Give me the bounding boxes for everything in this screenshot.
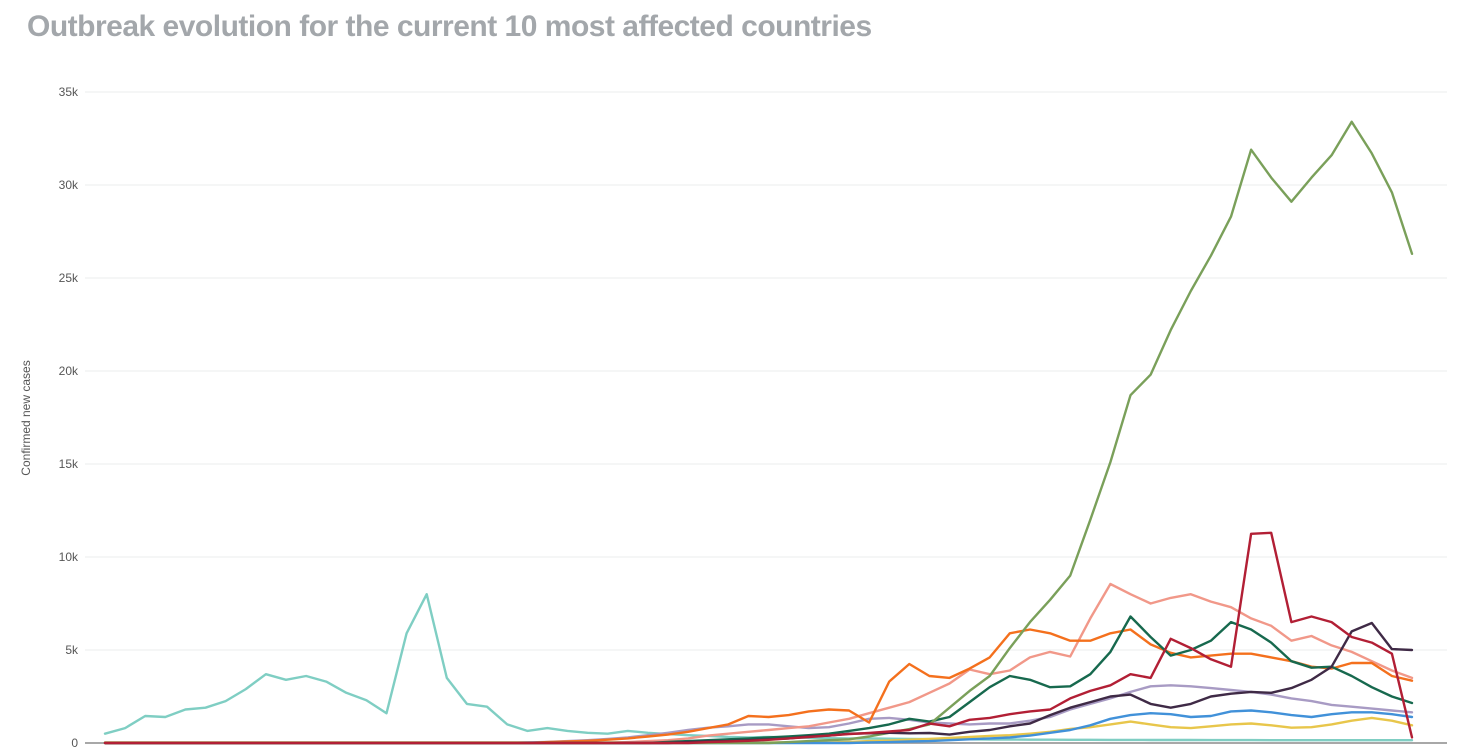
y-tick-label: 0	[71, 736, 78, 750]
y-tick-label: 5k	[65, 643, 79, 657]
plot-area[interactable]	[85, 92, 1447, 743]
page-title: Outbreak evolution for the current 10 mo…	[27, 10, 872, 43]
y-tick-label: 35k	[59, 85, 79, 99]
y-tick-label: 25k	[59, 271, 79, 285]
y-tick-label: 15k	[59, 457, 79, 471]
y-tick-label: 10k	[59, 550, 79, 564]
series-line-crimson[interactable]	[103, 531, 1414, 745]
y-axis-title: Confirmed new cases	[19, 360, 33, 475]
y-tick-label: 30k	[59, 178, 79, 192]
y-tick-label: 20k	[59, 364, 79, 378]
